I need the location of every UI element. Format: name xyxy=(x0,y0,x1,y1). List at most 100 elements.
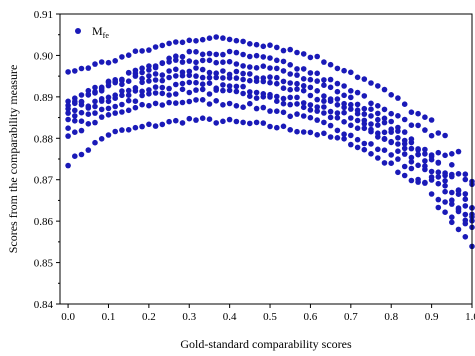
data-point xyxy=(199,51,206,58)
data-point xyxy=(294,111,300,117)
data-point xyxy=(361,76,368,82)
data-point xyxy=(85,65,92,71)
data-point xyxy=(401,137,408,144)
y-tick-label: 0.91 xyxy=(34,9,53,21)
data-point xyxy=(193,59,199,66)
data-point xyxy=(226,58,233,65)
data-point xyxy=(72,107,78,114)
x-tick-label: 0.0 xyxy=(61,311,75,323)
data-point xyxy=(287,80,294,86)
data-point xyxy=(274,108,280,114)
data-point xyxy=(449,214,455,220)
data-point xyxy=(173,66,179,73)
data-point xyxy=(280,47,287,54)
data-point xyxy=(428,174,435,180)
data-point xyxy=(78,99,85,105)
data-point xyxy=(408,177,415,184)
data-point xyxy=(408,159,415,165)
data-point xyxy=(98,106,105,113)
data-point xyxy=(327,76,334,83)
data-point xyxy=(173,57,179,63)
data-point xyxy=(375,103,381,109)
data-point xyxy=(152,44,159,50)
data-point xyxy=(152,77,159,83)
data-point xyxy=(274,98,280,104)
data-point xyxy=(354,117,361,124)
data-point xyxy=(314,132,321,138)
data-point xyxy=(348,132,354,139)
data-point xyxy=(341,67,347,74)
data-point xyxy=(368,121,374,127)
data-point xyxy=(321,82,327,88)
data-point xyxy=(166,118,172,125)
data-point xyxy=(401,145,408,152)
data-point xyxy=(300,100,307,106)
data-point xyxy=(395,124,401,131)
data-point xyxy=(314,88,321,94)
data-point xyxy=(173,100,179,106)
data-point xyxy=(146,91,152,97)
data-point xyxy=(213,74,219,81)
data-point xyxy=(348,141,354,148)
x-tick-label: 0.9 xyxy=(425,311,439,323)
data-point xyxy=(247,77,253,84)
data-point xyxy=(307,114,314,121)
data-point xyxy=(395,95,401,101)
data-point xyxy=(428,117,435,123)
data-point xyxy=(267,42,273,48)
data-point xyxy=(193,73,199,79)
data-point xyxy=(321,104,327,110)
data-point xyxy=(361,111,368,117)
data-point xyxy=(65,110,71,116)
data-point xyxy=(401,101,408,107)
data-points xyxy=(65,34,475,250)
x-axis: 0.0 0.1 0.2 0.3 0.4 0.5 0.6 0.7 0.8 0.9 1.0 xyxy=(61,304,475,323)
data-point xyxy=(300,129,307,135)
x-axis-title: Gold-standard comparability scores xyxy=(180,337,352,351)
data-point xyxy=(267,74,273,80)
data-point xyxy=(85,121,92,127)
data-point xyxy=(186,37,193,44)
data-point xyxy=(240,76,246,83)
data-point xyxy=(287,113,294,120)
data-point xyxy=(65,125,71,131)
data-point xyxy=(65,98,71,105)
data-point xyxy=(341,136,347,142)
data-point xyxy=(334,96,341,102)
data-point xyxy=(260,104,267,111)
data-point xyxy=(408,109,415,115)
data-point xyxy=(206,116,213,122)
data-point xyxy=(193,87,199,93)
data-point xyxy=(280,58,287,65)
data-point xyxy=(368,113,374,119)
data-point xyxy=(354,125,361,131)
data-point xyxy=(381,106,388,113)
data-point xyxy=(78,118,85,124)
data-point xyxy=(119,101,125,108)
data-point xyxy=(354,74,361,81)
data-point xyxy=(442,209,448,215)
data-point xyxy=(105,112,112,118)
data-point xyxy=(388,118,395,125)
data-point xyxy=(287,101,294,108)
data-point xyxy=(395,148,401,154)
data-point xyxy=(388,138,395,145)
data-point xyxy=(199,97,206,103)
data-point xyxy=(314,78,321,84)
x-tick-label: 1.0 xyxy=(465,311,475,323)
data-point xyxy=(368,126,374,133)
data-point xyxy=(173,73,179,79)
data-point xyxy=(199,81,206,87)
data-point xyxy=(112,110,118,116)
data-point xyxy=(334,110,341,116)
data-point xyxy=(247,120,253,127)
data-point xyxy=(247,53,253,60)
data-point xyxy=(395,141,401,147)
data-point xyxy=(247,71,253,77)
data-point xyxy=(280,109,287,116)
data-point xyxy=(280,95,287,102)
data-point xyxy=(428,152,435,158)
data-point xyxy=(388,92,395,98)
data-point xyxy=(267,123,273,130)
data-point xyxy=(139,69,145,76)
